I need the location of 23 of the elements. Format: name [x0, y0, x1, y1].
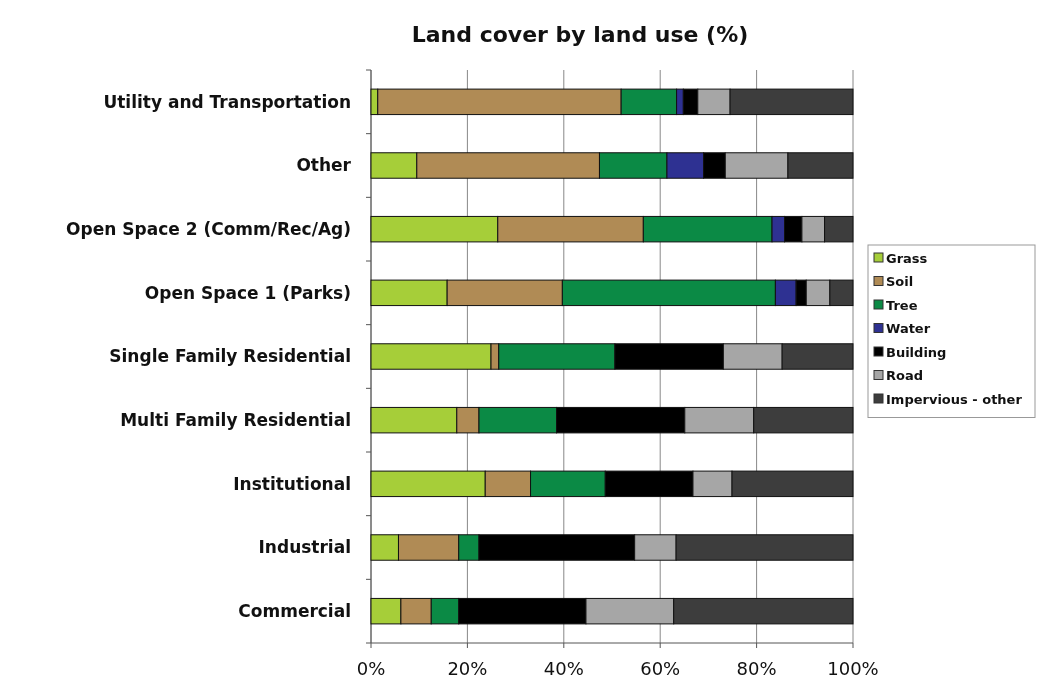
chart-title: Land cover by land use (%): [411, 22, 749, 47]
x-tick-label: 0%: [356, 658, 386, 679]
x-tick-label: 40%: [543, 658, 584, 679]
legend-label: Grass: [886, 250, 928, 266]
y-tick-label: Industrial: [258, 537, 351, 558]
x-tick-label: 60%: [640, 658, 681, 679]
x-tick-label: 20%: [447, 658, 488, 679]
legend-label: Water: [886, 321, 931, 337]
legend-label: Road: [886, 368, 924, 384]
legend-label: Building: [886, 344, 947, 360]
x-tick-label: 100%: [827, 658, 879, 679]
y-tick-label: Institutional: [233, 473, 351, 494]
y-tick-label: Utility and Transportation: [103, 91, 351, 112]
legend-label: Impervious - other: [886, 391, 1023, 407]
y-tick-label: Open Space 2 (Comm/Rec/Ag): [66, 219, 351, 240]
legend-label: Tree: [886, 297, 918, 313]
y-tick-label: Commercial: [238, 601, 351, 622]
y-tick-label: Open Space 1 (Parks): [144, 282, 351, 303]
legend-label: Soil: [886, 274, 914, 290]
x-tick-label: 80%: [736, 658, 777, 679]
y-tick-label: Other: [296, 155, 352, 176]
y-tick-label: Single Family Residential: [109, 346, 351, 367]
y-tick-label: Multi Family Residential: [120, 410, 351, 431]
